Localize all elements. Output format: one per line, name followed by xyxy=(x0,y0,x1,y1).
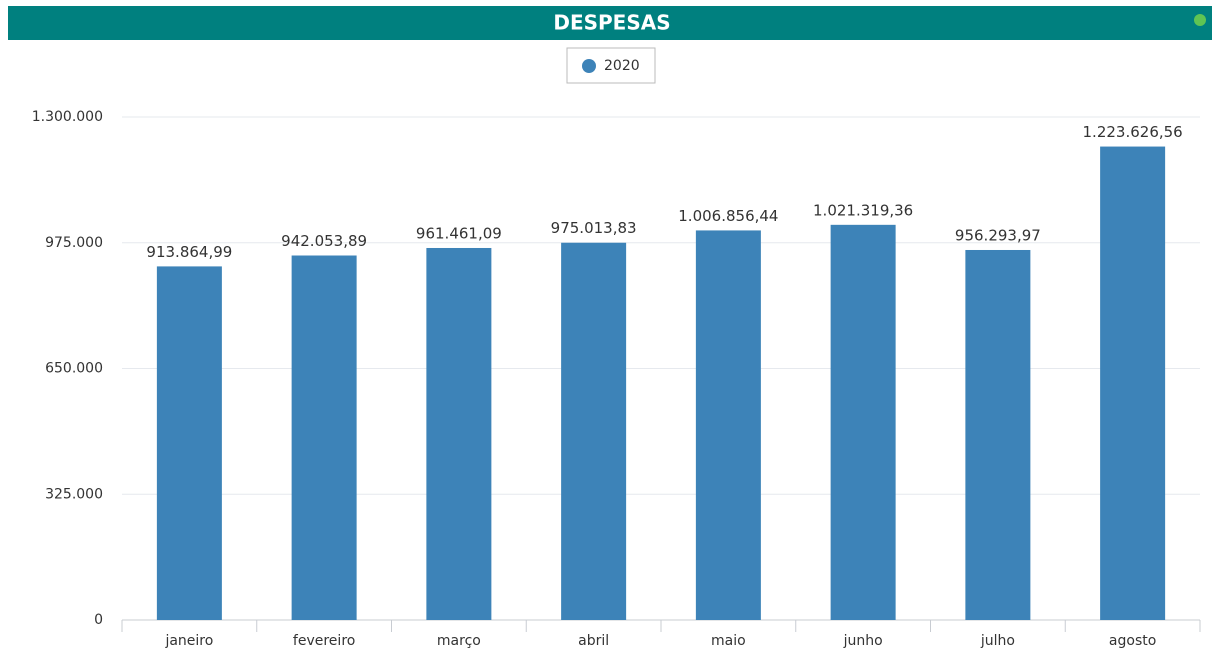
x-tick-label: abril xyxy=(578,633,609,649)
y-tick-label: 650.000 xyxy=(45,361,103,377)
bar xyxy=(830,224,896,620)
data-label: 942.053,89 xyxy=(281,232,367,250)
data-label: 975.013,83 xyxy=(551,219,637,237)
bar xyxy=(1100,146,1166,620)
bar xyxy=(426,247,492,620)
legend-label: 2020 xyxy=(604,58,640,74)
chart-title: DESPESAS xyxy=(553,11,670,35)
y-tick-label: 1.300.000 xyxy=(32,109,103,125)
header-bar xyxy=(8,6,1212,40)
data-label: 956.293,97 xyxy=(955,226,1041,244)
legend-marker xyxy=(582,59,596,73)
status-dot xyxy=(1194,14,1206,26)
bar xyxy=(156,266,222,620)
x-tick-label: agosto xyxy=(1109,633,1156,649)
bar xyxy=(965,249,1031,620)
data-label: 1.223.626,56 xyxy=(1083,123,1183,141)
bar xyxy=(561,242,627,621)
x-tick-label: julho xyxy=(980,633,1015,649)
x-tick-label: março xyxy=(437,633,481,649)
x-tick-label: maio xyxy=(711,633,746,649)
data-label: 913.864,99 xyxy=(146,243,232,261)
data-label: 961.461,09 xyxy=(416,224,502,242)
legend xyxy=(566,47,656,84)
x-tick-label: janeiro xyxy=(164,633,213,649)
y-tick-label: 325.000 xyxy=(45,486,103,502)
y-tick-label: 0 xyxy=(94,612,103,628)
bar xyxy=(695,230,761,620)
x-tick-label: fevereiro xyxy=(293,633,355,649)
data-label: 1.021.319,36 xyxy=(813,201,913,219)
bar xyxy=(291,255,357,620)
x-tick-label: junho xyxy=(843,633,883,649)
data-label: 1.006.856,44 xyxy=(678,207,778,225)
y-tick-label: 975.000 xyxy=(45,235,103,251)
